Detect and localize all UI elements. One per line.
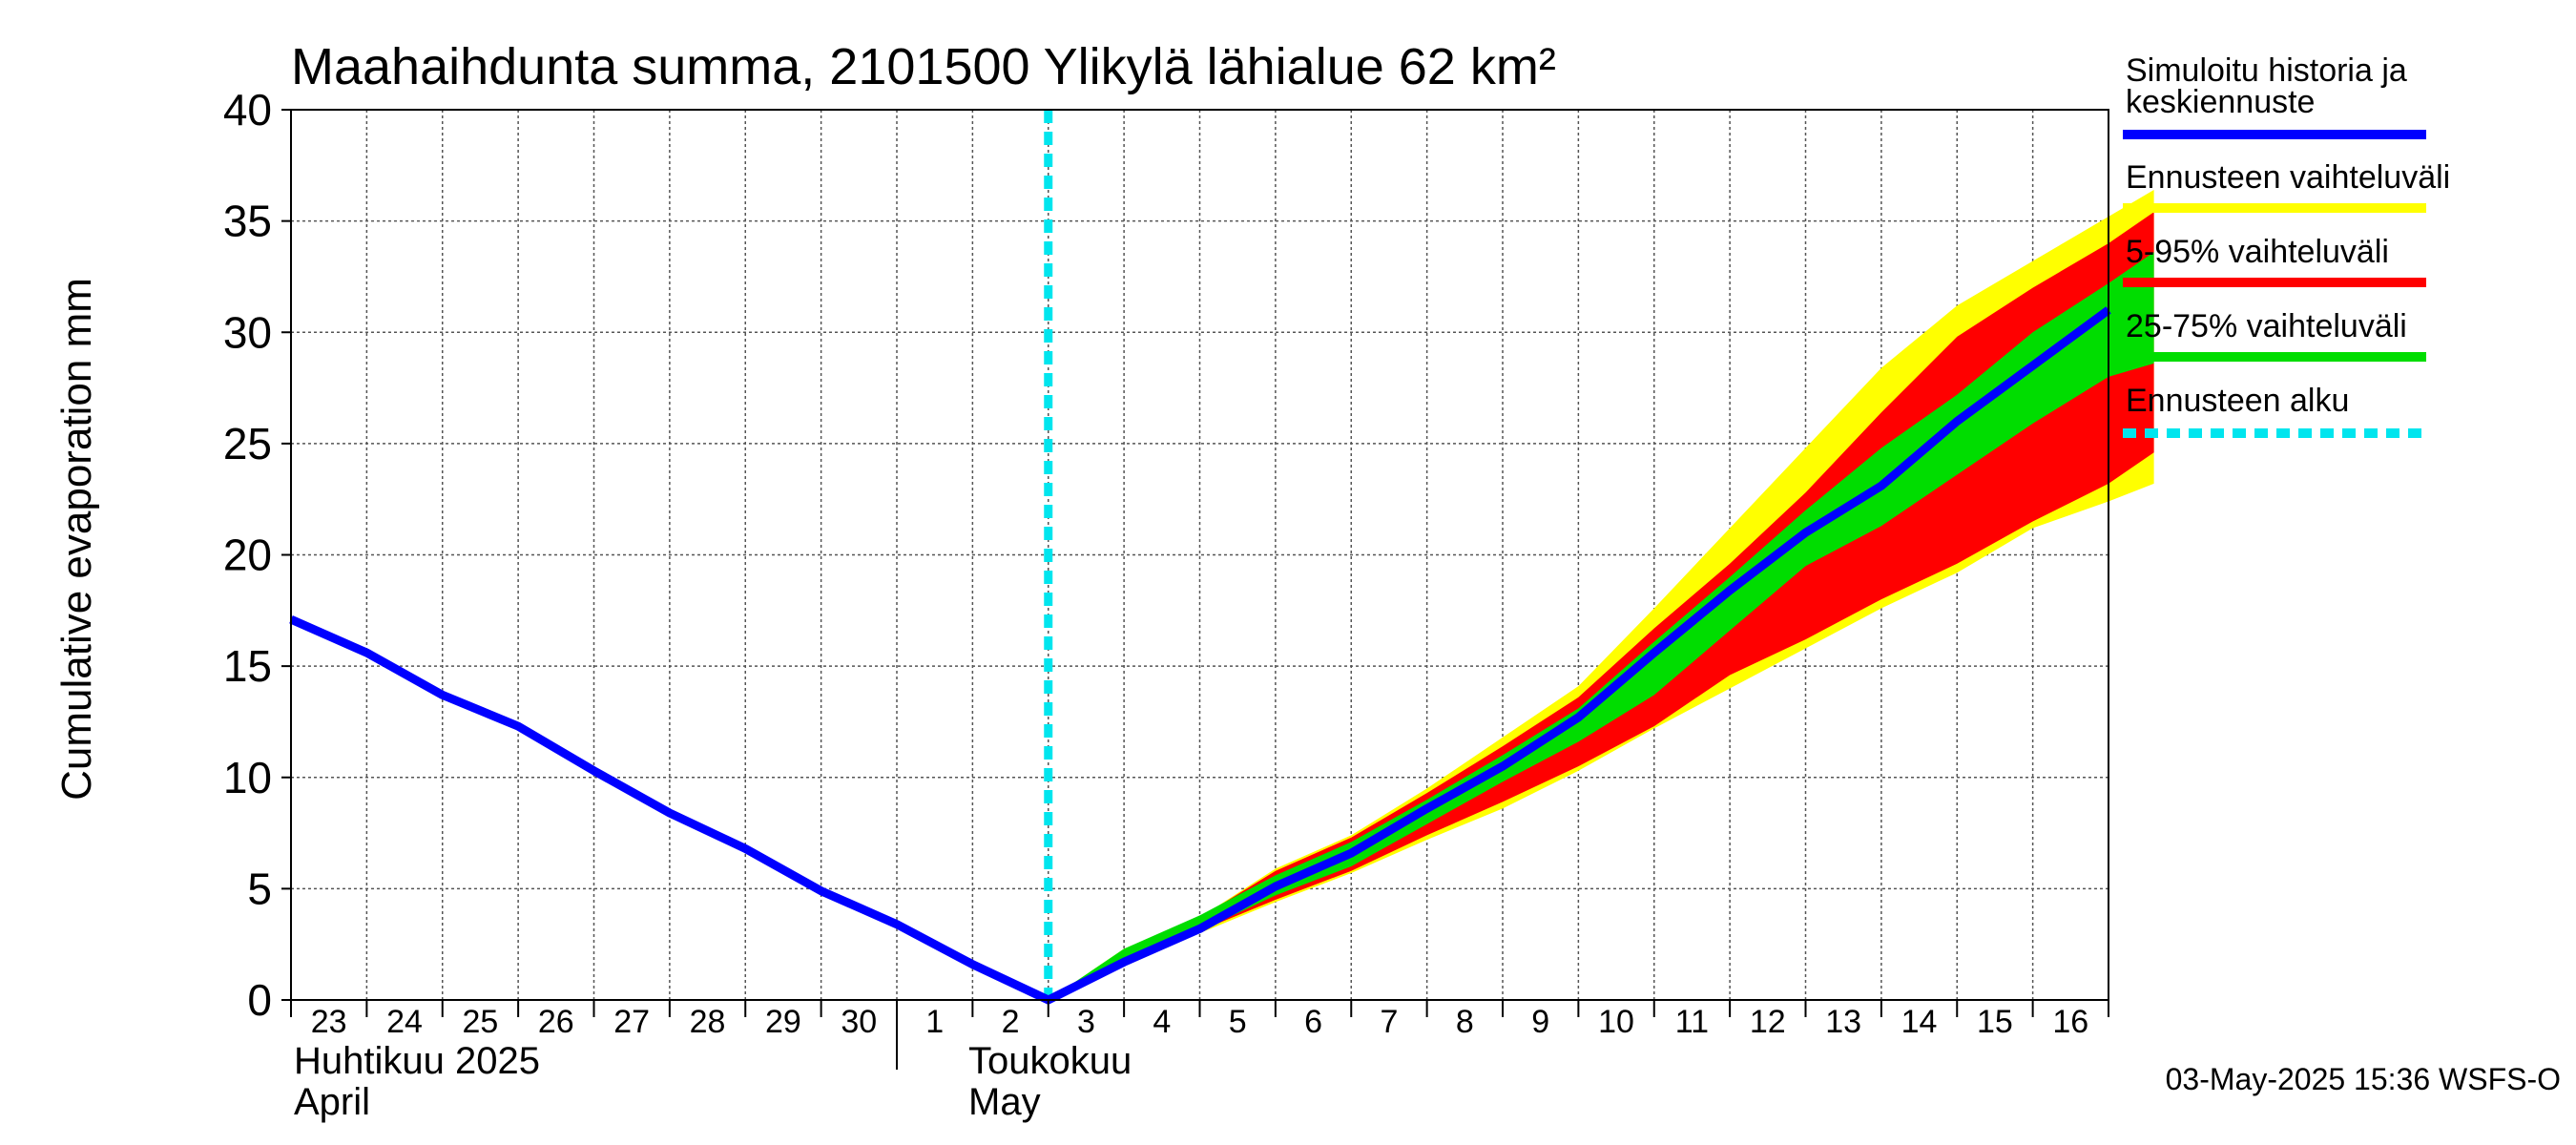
x-tick-label: 30	[841, 1004, 877, 1040]
x-tick-label: 25	[463, 1004, 499, 1040]
x-tick-label: 7	[1380, 1004, 1398, 1040]
band-25-75-vaihteluv-li	[1048, 252, 2154, 1000]
plot-frame	[290, 109, 2109, 1001]
x-tick-label: 26	[538, 1004, 574, 1040]
y-tick-label: 5	[247, 864, 272, 913]
series-lines	[289, 110, 2111, 1005]
timestamp-footer: 03-May-2025 15:36 WSFS-O	[2166, 1062, 2561, 1096]
x-tick-label: 3	[1077, 1004, 1095, 1040]
x-tick-label: 24	[386, 1004, 423, 1040]
x-tick-label: 23	[311, 1004, 347, 1040]
band-ennusteen-vaihteluv-li	[1048, 190, 2154, 1000]
y-tick-label: 15	[223, 641, 272, 691]
legend-label: 5-95% vaihteluväli	[2126, 234, 2389, 270]
legend-label: Simuloitu historia ja	[2126, 52, 2407, 89]
x-tick-label: 12	[1750, 1004, 1786, 1040]
x-tick-label: 13	[1825, 1004, 1861, 1040]
month-label: Huhtikuu 2025	[294, 1040, 540, 1082]
x-tick-label: 10	[1598, 1004, 1634, 1040]
month-label-en: April	[294, 1081, 370, 1123]
x-tick-label: 29	[765, 1004, 801, 1040]
x-tick-label: 16	[2052, 1004, 2088, 1040]
legend-label: 25-75% vaihteluväli	[2126, 308, 2407, 344]
y-tick-label: 0	[247, 975, 272, 1025]
x-tick-label: 11	[1675, 1004, 1709, 1040]
x-tick-label: 6	[1304, 1004, 1322, 1040]
x-tick-label: 9	[1531, 1004, 1549, 1040]
x-tick-label: 15	[1977, 1004, 2013, 1040]
y-tick-label: 10	[223, 753, 272, 802]
y-axis-label: Cumulative evaporation mm	[53, 278, 100, 801]
x-tick-label: 14	[1901, 1004, 1938, 1040]
band-5-95-vaihteluv-li	[1048, 212, 2154, 1001]
legend-label: Ennusteen vaihteluväli	[2126, 159, 2450, 196]
x-tick-label: 8	[1456, 1004, 1474, 1040]
x-tick-label: 1	[925, 1004, 944, 1040]
y-tick-label: 25	[223, 419, 272, 468]
forecast-bands	[1048, 190, 2154, 1001]
month-label: Toukokuu	[968, 1040, 1132, 1082]
x-tick-label: 28	[690, 1004, 726, 1040]
x-tick-label: 4	[1153, 1004, 1171, 1040]
y-tick-label: 30	[223, 307, 272, 357]
x-tick-label: 27	[613, 1004, 650, 1040]
legend-label: keskiennuste	[2126, 84, 2315, 120]
legend-label: Ennusteen alku	[2126, 383, 2349, 419]
chart-title: Maahaihdunta summa, 2101500 Ylikylä lähi…	[291, 38, 1556, 95]
x-tick-label: 5	[1229, 1004, 1247, 1040]
y-tick-label: 20	[223, 531, 272, 580]
x-tick-label: 2	[1002, 1004, 1020, 1040]
month-label-en: May	[968, 1081, 1041, 1123]
y-tick-label: 40	[223, 85, 272, 135]
y-tick-label: 35	[223, 197, 272, 246]
